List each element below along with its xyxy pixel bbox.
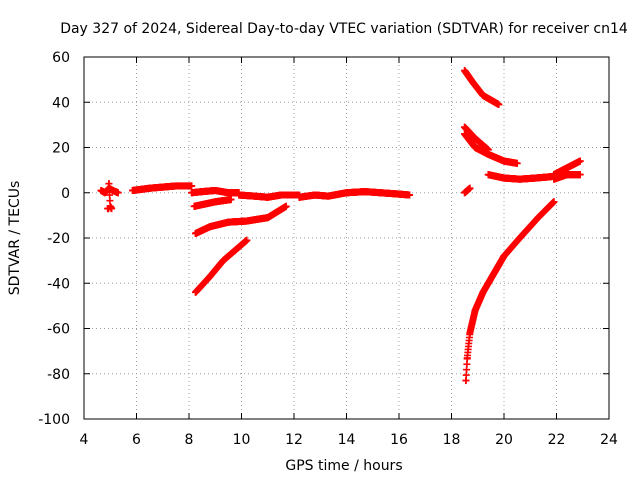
x-tick-label: 12: [285, 432, 303, 448]
data-point: [377, 189, 385, 197]
data-point: [172, 182, 180, 190]
data-point: [206, 272, 214, 280]
chart-title: Day 327 of 2024, Sidereal Day-to-day VTE…: [60, 21, 628, 37]
data-point: [461, 189, 469, 197]
data-point: [243, 236, 251, 244]
data-point: [211, 198, 219, 206]
data-point: [227, 196, 235, 204]
data-point: [295, 193, 303, 201]
y-tick-label: -20: [47, 231, 70, 247]
data-point: [201, 200, 209, 208]
data-point: [311, 191, 319, 199]
data-point: [282, 202, 290, 210]
data-point: [324, 192, 332, 200]
data-point: [146, 184, 154, 192]
y-tick-label: 60: [52, 50, 70, 66]
data-point: [462, 377, 470, 385]
x-tick-label: 18: [443, 432, 461, 448]
data-point: [264, 214, 272, 222]
data-point: [190, 202, 198, 210]
data-point: [343, 189, 350, 197]
data-point: [109, 186, 117, 194]
data-point: [101, 189, 109, 197]
data-point: [235, 191, 243, 199]
data-point: [406, 191, 413, 199]
data-point: [264, 193, 272, 201]
data-point: [277, 191, 285, 199]
data-point: [188, 182, 196, 190]
data-point: [466, 184, 474, 192]
y-tick-label: 0: [61, 186, 70, 202]
data-point: [206, 223, 214, 231]
data-point: [188, 189, 196, 197]
y-axis-label: SDTVAR / TECUs: [7, 181, 23, 296]
x-tick-label: 22: [548, 432, 566, 448]
data-point: [192, 288, 200, 296]
data-point: [192, 229, 200, 237]
data-point: [159, 183, 167, 191]
x-tick-label: 14: [338, 432, 356, 448]
y-tick-label: 40: [52, 95, 70, 111]
data-point: [129, 186, 137, 194]
data-point: [392, 190, 400, 198]
data-point: [224, 218, 232, 226]
data-point: [108, 205, 116, 213]
data-point: [198, 188, 206, 196]
data-point: [211, 186, 219, 194]
x-tick-label: 10: [233, 432, 251, 448]
data-point: [361, 188, 369, 196]
y-ticks: -100 -80 -60 -40 -20 0 20 40 60: [38, 50, 609, 428]
x-tick-label: 16: [390, 432, 408, 448]
x-tick-label: 8: [185, 432, 194, 448]
data-point: [224, 189, 232, 197]
grid: [84, 57, 609, 419]
data-points: [97, 67, 584, 385]
x-tick-label: 4: [80, 432, 89, 448]
data-point: [105, 180, 113, 188]
y-tick-label: -100: [38, 412, 70, 428]
data-point: [97, 186, 105, 194]
y-tick-label: -40: [47, 276, 70, 292]
x-tick-label: 20: [495, 432, 513, 448]
x-tick-label: 24: [600, 432, 618, 448]
data-point: [219, 257, 227, 265]
y-tick-label: 20: [52, 141, 70, 157]
y-tick-label: -60: [47, 322, 70, 338]
data-point: [243, 217, 251, 225]
data-point: [232, 245, 240, 253]
x-ticks: 4 6 8 10 12 14 16 18 20 22 24: [80, 57, 618, 448]
data-point: [251, 192, 259, 200]
x-axis-label: GPS time / hours: [285, 458, 402, 474]
x-tick-label: 6: [132, 432, 141, 448]
data-point: [114, 189, 122, 197]
y-tick-label: -80: [47, 367, 70, 383]
